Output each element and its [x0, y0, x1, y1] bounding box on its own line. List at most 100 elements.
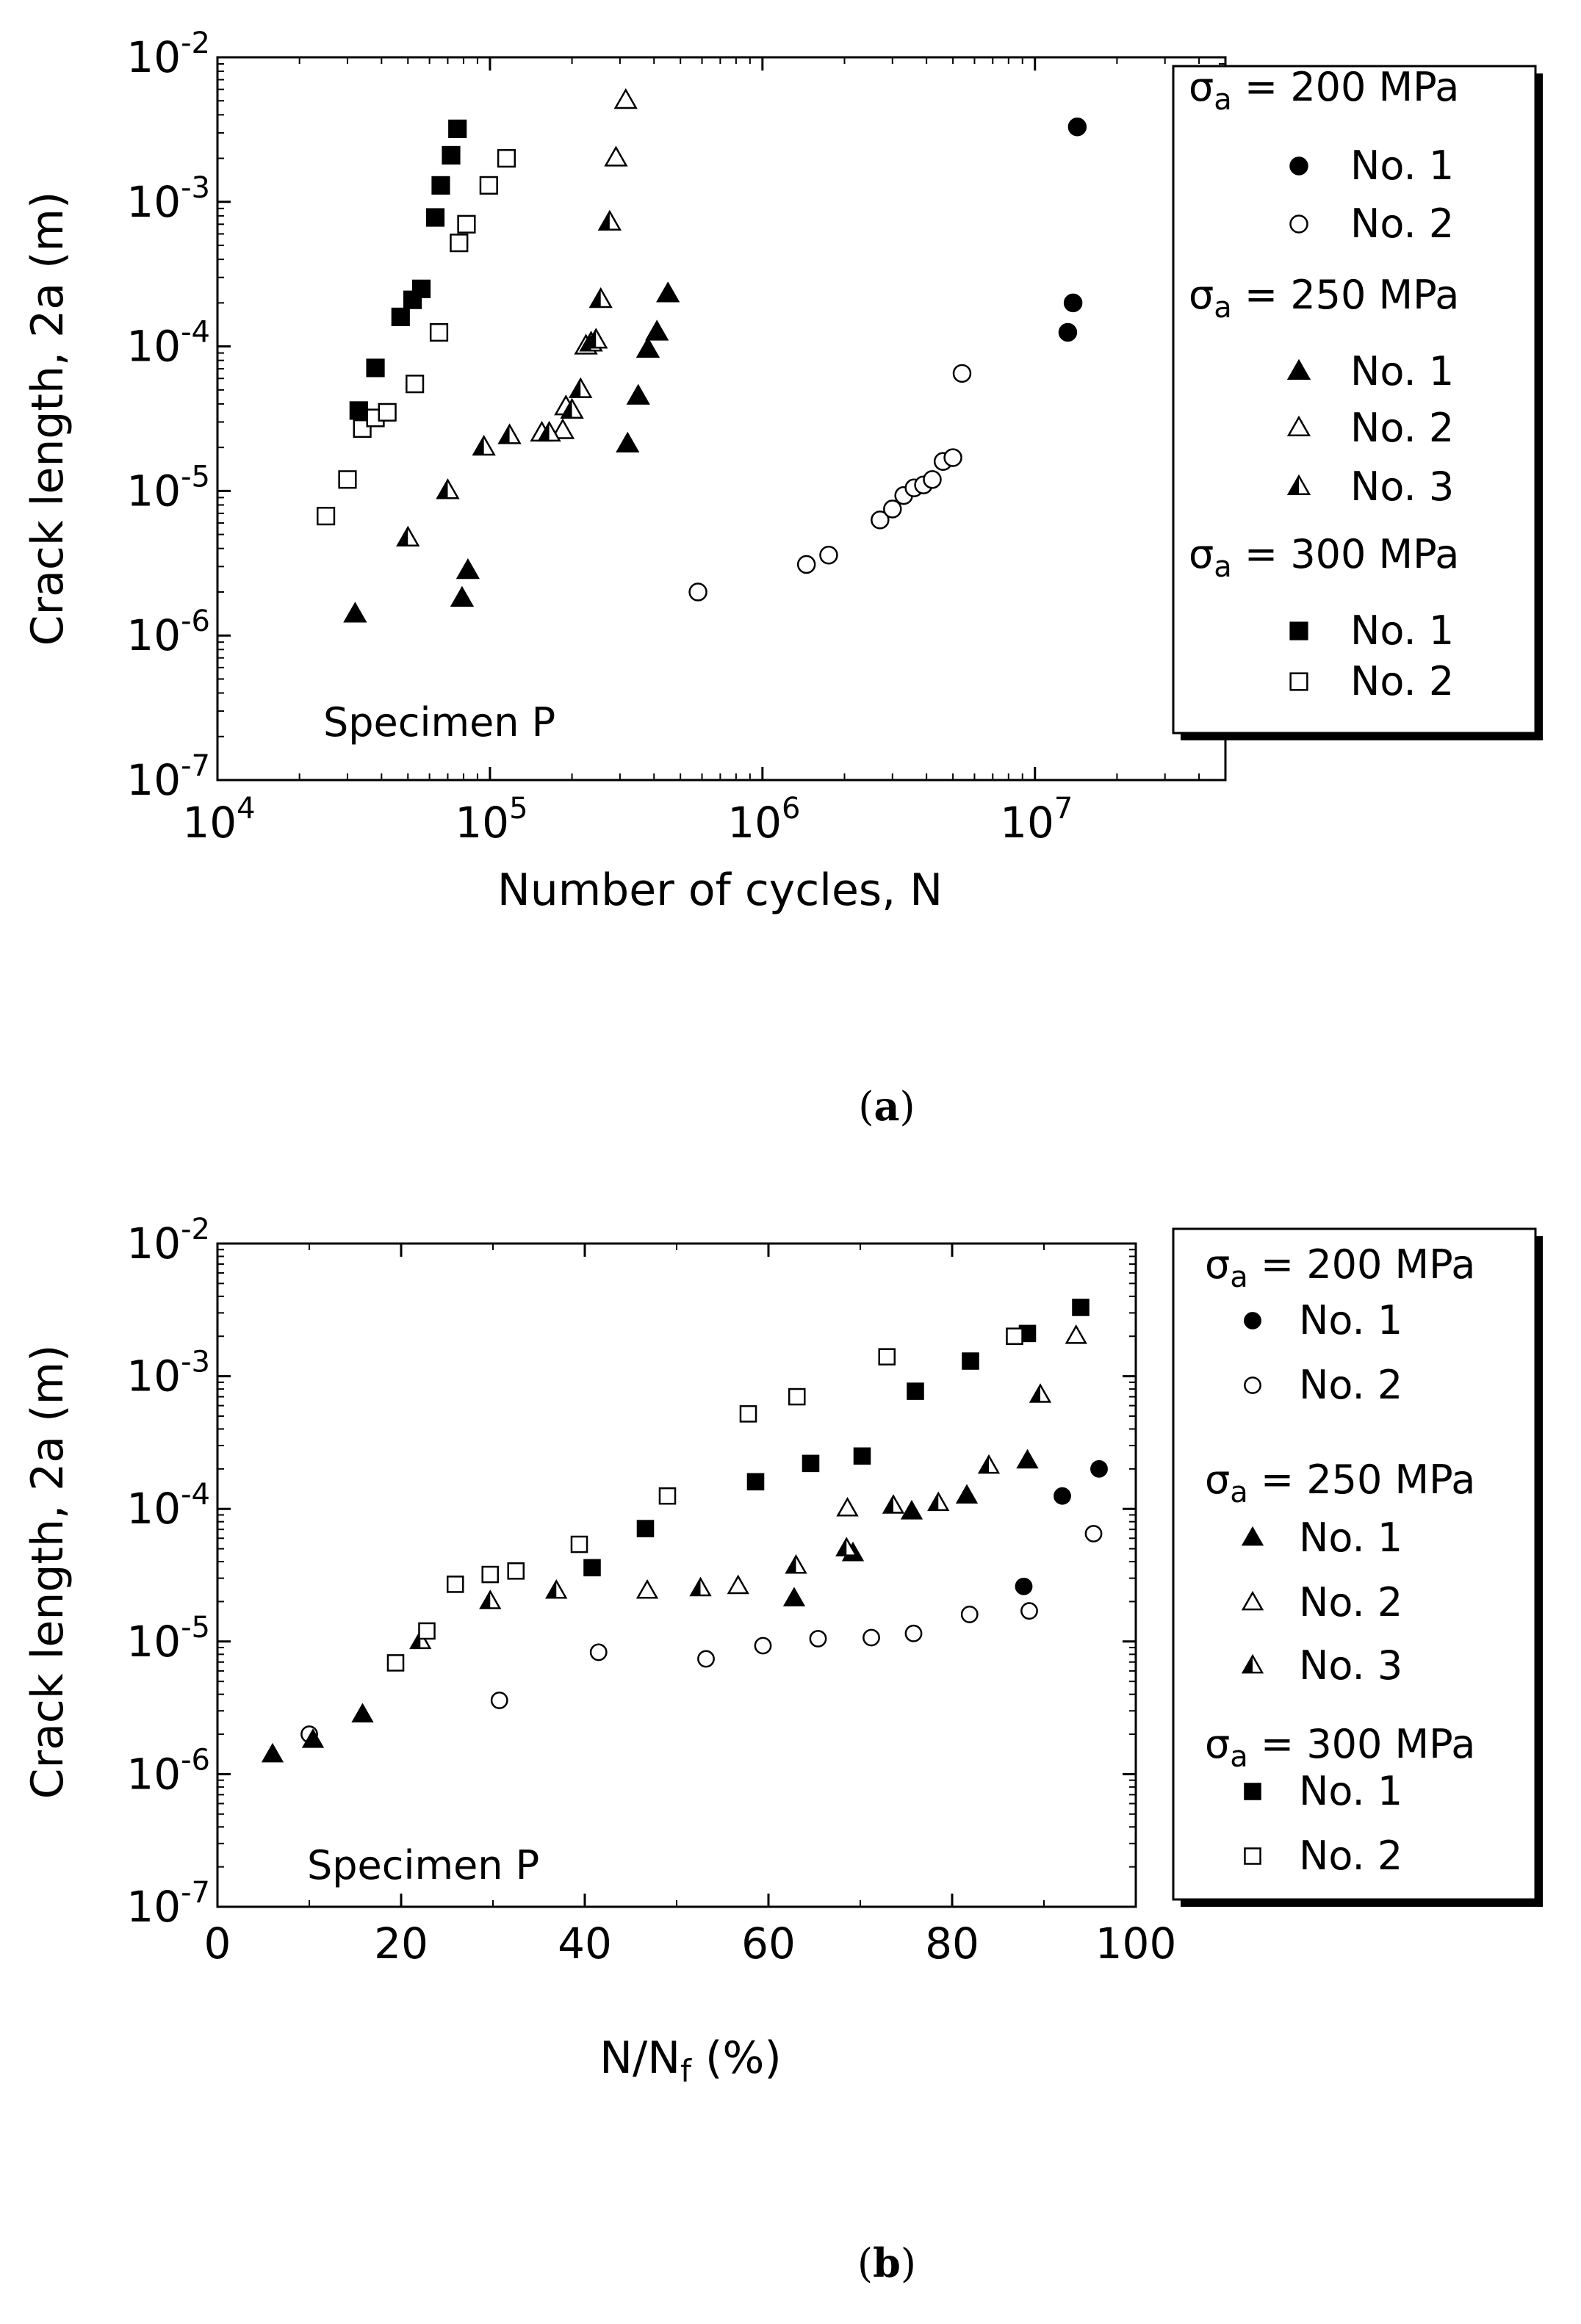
x-tick-label: 80	[925, 1919, 979, 1968]
data-point	[782, 1587, 806, 1606]
data-point	[883, 499, 902, 519]
data-point	[409, 1629, 432, 1650]
data-point	[1029, 1383, 1052, 1403]
x-tick-label: 107	[1000, 792, 1073, 848]
series-200-mpa-no-2	[300, 1525, 1103, 1743]
data-point	[378, 403, 397, 422]
x-tick-label: 60	[741, 1919, 796, 1968]
data-point	[261, 1742, 284, 1763]
series-250-mpa-no-1	[261, 1448, 1039, 1763]
data-point	[836, 1497, 859, 1517]
data-point	[746, 1473, 765, 1491]
data-point	[545, 1578, 568, 1599]
data-point	[739, 1405, 757, 1423]
data-point	[497, 148, 516, 168]
panel-a: 10-7 10-6 10-5 10-4 10-3 10-2 104 105 106 107 Spe…	[22, 26, 1543, 1130]
data-point	[436, 478, 460, 499]
series-250-mpa-no-2	[635, 1324, 1087, 1599]
legend-marker	[1286, 415, 1311, 437]
data-point	[583, 1559, 601, 1577]
legend-item-label: No. 2	[1299, 1579, 1402, 1625]
y-tick-label: 10-5	[126, 1611, 210, 1667]
data-point	[819, 545, 838, 565]
legend-marker	[1289, 621, 1308, 640]
legend-item-label: No. 2	[1350, 405, 1454, 451]
series-300-mpa-no-1	[583, 1299, 1090, 1577]
legend-group-title: σa = 200 MPa	[1205, 1241, 1475, 1294]
data-point	[688, 582, 707, 602]
legend-group-title: σa = 300 MPa	[1189, 531, 1459, 584]
y-tick-label: 10-6	[126, 605, 210, 660]
plot-frame	[216, 1242, 1137, 1908]
y-tick-label: 10-7	[126, 1876, 210, 1932]
data-point	[584, 328, 608, 349]
series-250-mpa-no-3	[396, 209, 622, 546]
legend-item-label: No. 1	[1299, 1297, 1402, 1343]
legend-marker	[1244, 1312, 1261, 1329]
y-tick-label: 10-2	[126, 26, 210, 82]
legend-box	[1172, 1227, 1537, 1901]
data-point	[479, 1589, 502, 1609]
data-point	[727, 1574, 749, 1595]
x-tick-label: 106	[727, 792, 800, 848]
legend-marker	[1289, 156, 1308, 176]
data-point	[391, 307, 410, 327]
legend-item-label: No. 2	[1299, 1833, 1402, 1879]
legend-box	[1172, 65, 1537, 735]
panel-b-y-axis-label: Crack length, 2a (m)	[22, 1345, 73, 1800]
series-300-mpa-no-2	[317, 148, 516, 526]
legend-marker	[1241, 1590, 1264, 1611]
panel-a-axes: 10-7 10-6 10-5 10-4 10-3 10-2 104 105 106 107	[126, 26, 1227, 848]
x-tick-label: 104	[182, 792, 255, 848]
data-point	[835, 1537, 858, 1556]
data-point	[871, 510, 890, 530]
legend-marker	[1289, 672, 1308, 691]
data-point	[411, 279, 431, 298]
data-point	[754, 1636, 772, 1655]
data-point	[338, 470, 357, 489]
data-point	[366, 358, 385, 378]
data-point	[560, 397, 584, 419]
data-point	[455, 557, 480, 580]
series-200-mpa-no-1	[1058, 118, 1087, 342]
panel-a-x-axis-label: Number of cycles, N	[497, 865, 943, 916]
data-point	[1090, 1459, 1108, 1478]
data-point	[656, 281, 680, 303]
data-point	[882, 1494, 905, 1514]
data-point	[635, 1578, 659, 1599]
panel-a-data-points	[317, 88, 1087, 623]
data-point	[490, 1692, 508, 1709]
panel-b-x-axis-label: N/Nf (%)	[599, 2032, 782, 2089]
data-point	[450, 234, 469, 253]
legend-item-label: No. 1	[1350, 142, 1454, 189]
data-point	[301, 1728, 325, 1748]
data-point	[960, 1606, 979, 1623]
x-tick-label: 100	[1095, 1919, 1177, 1968]
legend-marker	[1241, 1653, 1264, 1674]
data-point	[1065, 1324, 1087, 1344]
data-point	[1006, 1327, 1023, 1346]
data-point	[418, 1622, 436, 1640]
data-point	[853, 1447, 871, 1465]
y-tick-label: 10-4	[126, 316, 210, 372]
data-point	[878, 1348, 896, 1365]
legend-item-label: No. 1	[1299, 1515, 1402, 1561]
data-point	[943, 448, 962, 467]
data-point	[386, 1654, 405, 1672]
data-point	[481, 1565, 500, 1584]
legend-group-title: σa = 300 MPa	[1205, 1721, 1475, 1774]
data-point	[450, 585, 475, 607]
data-point	[597, 209, 622, 231]
panel-b-data-points	[261, 1299, 1108, 1763]
data-point	[569, 377, 593, 398]
legend-marker	[1286, 358, 1311, 380]
data-point	[446, 1576, 464, 1593]
y-tick-label: 10-3	[126, 1346, 210, 1401]
legend-item-label: No. 2	[1350, 201, 1454, 247]
data-point	[457, 214, 476, 234]
data-point	[613, 88, 638, 109]
data-point	[425, 208, 445, 227]
data-point	[570, 1535, 588, 1553]
data-point	[349, 401, 368, 420]
